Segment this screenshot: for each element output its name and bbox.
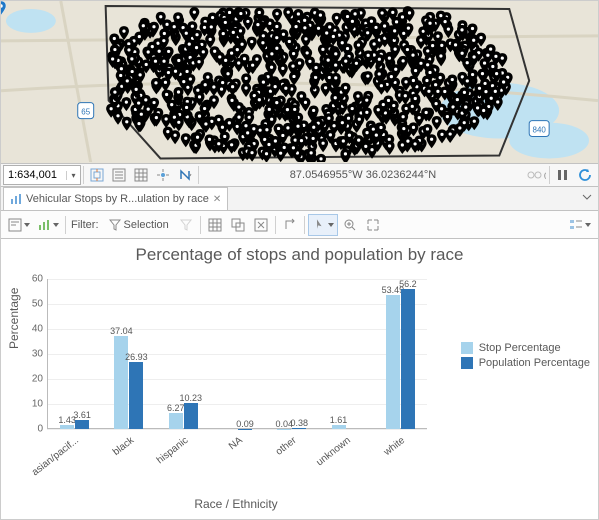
close-icon[interactable]: ✕ <box>213 194 221 205</box>
legend-swatch <box>461 342 473 354</box>
svg-text:0: 0 <box>544 171 546 181</box>
chart-title: Percentage of stops and population by ra… <box>1 239 598 265</box>
x-axis-label: Race / Ethnicity <box>1 497 471 511</box>
table-icon[interactable] <box>204 214 226 236</box>
bar-chart-icon <box>10 193 22 205</box>
filter-selection-button[interactable]: Selection <box>104 214 174 236</box>
legend-toggle-button[interactable] <box>566 214 594 236</box>
refresh-icon[interactable] <box>574 164 596 186</box>
y-tick: 60 <box>32 274 43 285</box>
snapping-icon[interactable] <box>152 164 174 186</box>
zoom-selection-icon[interactable] <box>362 214 384 236</box>
bar[interactable]: 3.61 <box>75 420 89 429</box>
properties-button[interactable] <box>5 214 33 236</box>
tab-label: Vehicular Stops by R...ulation by race <box>26 193 209 205</box>
filter-label: Filter: <box>69 219 103 231</box>
bar-value-label: 1.61 <box>327 415 351 425</box>
bar-value-label: 10.23 <box>179 393 203 403</box>
bar-value-label: 37.04 <box>109 326 133 336</box>
category-label: other <box>274 435 299 458</box>
chart-panel: Percentage of stops and population by ra… <box>1 239 598 517</box>
category-label: hispanic <box>154 435 190 466</box>
funnel-icon <box>109 219 121 231</box>
legend-item[interactable]: Stop Percentage <box>461 342 590 354</box>
tab-menu-icon[interactable] <box>582 192 592 205</box>
selection-label: Selection <box>124 219 169 231</box>
chart-toolbar: Filter: Selection <box>1 211 598 239</box>
category-label: NA <box>227 435 245 452</box>
category-label: black <box>111 435 136 458</box>
bar-value-label: 3.61 <box>70 410 94 420</box>
y-tick: 40 <box>32 324 43 335</box>
view-extent-icon[interactable] <box>86 164 108 186</box>
swap-selection-icon[interactable] <box>227 214 249 236</box>
bar-value-label: 26.93 <box>124 352 148 362</box>
y-tick: 30 <box>32 349 43 360</box>
bar[interactable]: 10.23 <box>184 403 198 429</box>
legend: Stop Percentage Population Percentage <box>461 339 590 372</box>
pause-drawing-icon[interactable] <box>108 164 130 186</box>
bar-group[interactable]: 1.61unknown <box>332 425 361 429</box>
bar[interactable]: 37.04 <box>114 336 128 429</box>
category-label: asian/pacif... <box>30 435 81 478</box>
category-label: white <box>382 435 407 458</box>
legend-label: Population Percentage <box>479 357 590 369</box>
bar-value-label: 0.09 <box>233 419 257 429</box>
status-bar: ▾ 87.0546955°W 36.0236244°N 0 <box>1 163 598 187</box>
scale-input[interactable] <box>4 166 66 184</box>
category-label: unknown <box>315 435 353 468</box>
bar[interactable]: 26.93 <box>129 362 143 429</box>
bar-value-label: 56.2 <box>396 279 420 289</box>
panel-tabs: Vehicular Stops by R...ulation by race ✕ <box>1 187 598 211</box>
explore-tool-button[interactable] <box>308 214 338 236</box>
bar[interactable]: 56.2 <box>401 289 415 430</box>
bar[interactable]: 6.27 <box>169 413 183 429</box>
svg-text:65: 65 <box>81 108 90 117</box>
zoom-full-icon[interactable] <box>339 214 361 236</box>
bar-group[interactable]: 6.2710.23hispanic <box>169 403 198 429</box>
grid-icon[interactable] <box>130 164 152 186</box>
y-axis-label: Percentage <box>7 288 21 349</box>
bar-group[interactable]: 0.040.38other <box>277 428 306 429</box>
constraints-icon[interactable]: 0 <box>525 164 547 186</box>
rotate-chart-icon[interactable] <box>279 214 301 236</box>
tab-chart[interactable]: Vehicular Stops by R...ulation by race ✕ <box>3 187 228 210</box>
legend-label: Stop Percentage <box>479 342 561 354</box>
y-tick: 10 <box>32 399 43 410</box>
legend-item[interactable]: Population Percentage <box>461 357 590 369</box>
coordinates-readout: 87.0546955°W 36.0236244°N <box>201 169 525 181</box>
bar[interactable]: 53.49 <box>386 295 400 429</box>
map-view[interactable]: 65 840 <box>1 1 598 163</box>
pause-icon[interactable] <box>552 164 574 186</box>
bar-group[interactable]: 53.4956.2white <box>386 289 415 430</box>
svg-text:840: 840 <box>533 126 547 135</box>
filter-extent-button[interactable] <box>175 214 197 236</box>
clear-selection-icon[interactable] <box>250 214 272 236</box>
bar-group[interactable]: 1.433.61asian/pacif... <box>60 420 89 429</box>
bar[interactable]: 1.43 <box>60 425 74 429</box>
north-icon[interactable] <box>174 164 196 186</box>
bar-group[interactable]: 37.0426.93black <box>114 336 143 429</box>
y-tick: 50 <box>32 299 43 310</box>
bar[interactable]: 0.38 <box>292 428 306 429</box>
y-tick: 0 <box>37 424 43 435</box>
scale-dropdown[interactable]: ▾ <box>66 171 80 180</box>
bar-value-label: 0.38 <box>287 418 311 428</box>
map-scale[interactable]: ▾ <box>3 165 81 185</box>
legend-swatch <box>461 357 473 369</box>
map-canvas: 65 840 <box>1 1 598 162</box>
plot-area[interactable]: 01020304050601.433.61asian/pacif...37.04… <box>47 279 427 429</box>
bar[interactable]: 1.61 <box>332 425 346 429</box>
y-tick: 20 <box>32 374 43 385</box>
chart-type-button[interactable] <box>34 214 62 236</box>
